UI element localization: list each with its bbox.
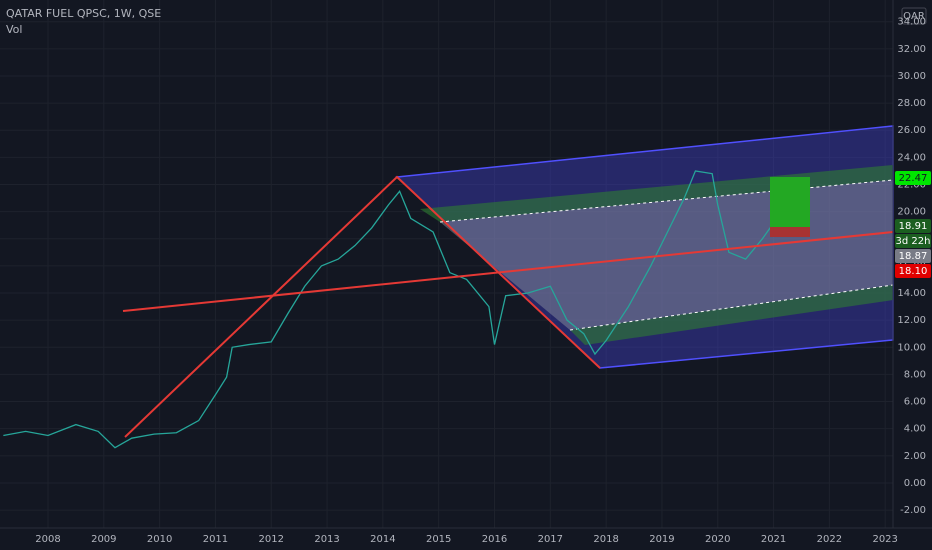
x-tick-label: 2017 [538,534,563,545]
x-tick-label: 2011 [203,534,228,545]
upper-dashed [439,179,894,223]
x-tick-label: 2022 [817,534,842,545]
y-tick-label: 30.00 [897,71,926,82]
y-tick-label: 12.00 [897,315,926,326]
price-tag [895,234,931,248]
symbol-title: QATAR FUEL QPSC, 1W, QSE [6,7,161,20]
x-tick-label: 2018 [593,534,618,545]
price-tag-label: 3d 22h [896,236,931,247]
y-tick-label: 10.00 [897,342,926,353]
price-tag-label: 18.91 [899,221,928,232]
pitchfork-handle [124,175,601,438]
price-tag-label: 18.10 [899,266,928,277]
x-tick-label: 2016 [482,534,507,545]
x-tick-label: 2020 [705,534,730,545]
y-tick-label: 34.00 [897,17,926,28]
x-tick-label: 2019 [649,534,674,545]
lower-band [570,285,893,345]
y-tick-label: 26.00 [897,125,926,136]
y-tick-label: 4.00 [904,424,926,435]
long-stop [770,227,810,237]
y-tick-label: 14.00 [897,288,926,299]
x-tick-label: 2010 [147,534,172,545]
price-line [3,170,772,449]
median-line [122,231,894,312]
currency-box[interactable] [901,7,927,25]
x-tick-label: 2014 [370,534,395,545]
x-tick-label: 2021 [761,534,786,545]
price-tag [895,171,931,185]
y-tick-label: -2.00 [900,505,926,516]
y-tick-label: 8.00 [904,369,926,380]
y-tick-label: 2.00 [904,451,926,462]
x-tick-label: 2009 [91,534,116,545]
x-tick-label: 2015 [426,534,451,545]
long-target [770,177,810,227]
price [3,170,772,449]
price-tag [895,219,931,233]
y-tick-label: 24.00 [897,152,926,163]
price-tag [895,249,931,263]
currency[interactable]: QAR [903,11,925,22]
indicator-label: Vol [6,23,22,36]
x-tick-label: 2008 [35,534,60,545]
y-tick-label: 28.00 [897,98,926,109]
y-tick-label: 6.00 [904,397,926,408]
y-tick-label: 32.00 [897,44,926,55]
lower-dashed [569,284,894,331]
price-tag [895,264,931,278]
x-tick-label: 2013 [314,534,339,545]
x-tick-label: 2023 [872,534,897,545]
y-tick-label: 0.00 [904,478,926,489]
price-tag-label: 22.47 [899,173,928,184]
y-tick-label: 20.00 [897,207,926,218]
x-tick-label: 2012 [259,534,284,545]
price-tag-label: 18.87 [899,251,928,262]
